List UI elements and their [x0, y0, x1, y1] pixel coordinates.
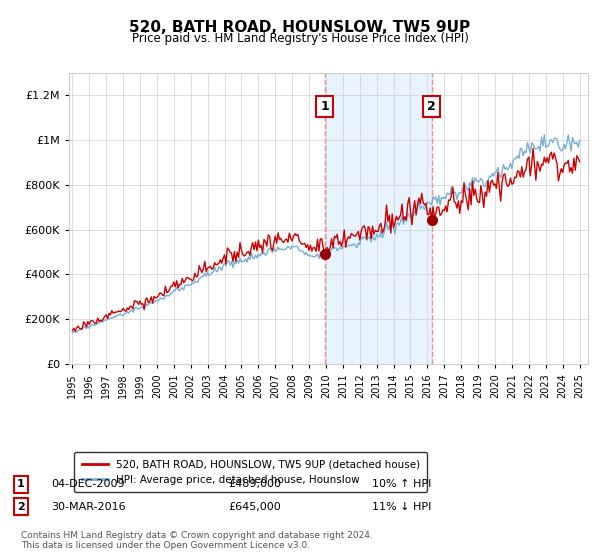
Text: 2: 2: [427, 100, 436, 113]
Text: 10% ↑ HPI: 10% ↑ HPI: [372, 479, 431, 489]
Text: Price paid vs. HM Land Registry's House Price Index (HPI): Price paid vs. HM Land Registry's House …: [131, 32, 469, 45]
Text: 2: 2: [17, 502, 25, 512]
Text: 520, BATH ROAD, HOUNSLOW, TW5 9UP: 520, BATH ROAD, HOUNSLOW, TW5 9UP: [130, 20, 470, 35]
Text: £489,000: £489,000: [228, 479, 281, 489]
Text: £645,000: £645,000: [228, 502, 281, 512]
Text: 30-MAR-2016: 30-MAR-2016: [51, 502, 125, 512]
Text: 1: 1: [320, 100, 329, 113]
Text: 1: 1: [17, 479, 25, 489]
Text: Contains HM Land Registry data © Crown copyright and database right 2024.
This d: Contains HM Land Registry data © Crown c…: [21, 531, 373, 550]
Text: 04-DEC-2009: 04-DEC-2009: [51, 479, 125, 489]
Legend: 520, BATH ROAD, HOUNSLOW, TW5 9UP (detached house), HPI: Average price, detached: 520, BATH ROAD, HOUNSLOW, TW5 9UP (detac…: [74, 452, 427, 492]
Bar: [325, 73, 431, 364]
Text: 11% ↓ HPI: 11% ↓ HPI: [372, 502, 431, 512]
